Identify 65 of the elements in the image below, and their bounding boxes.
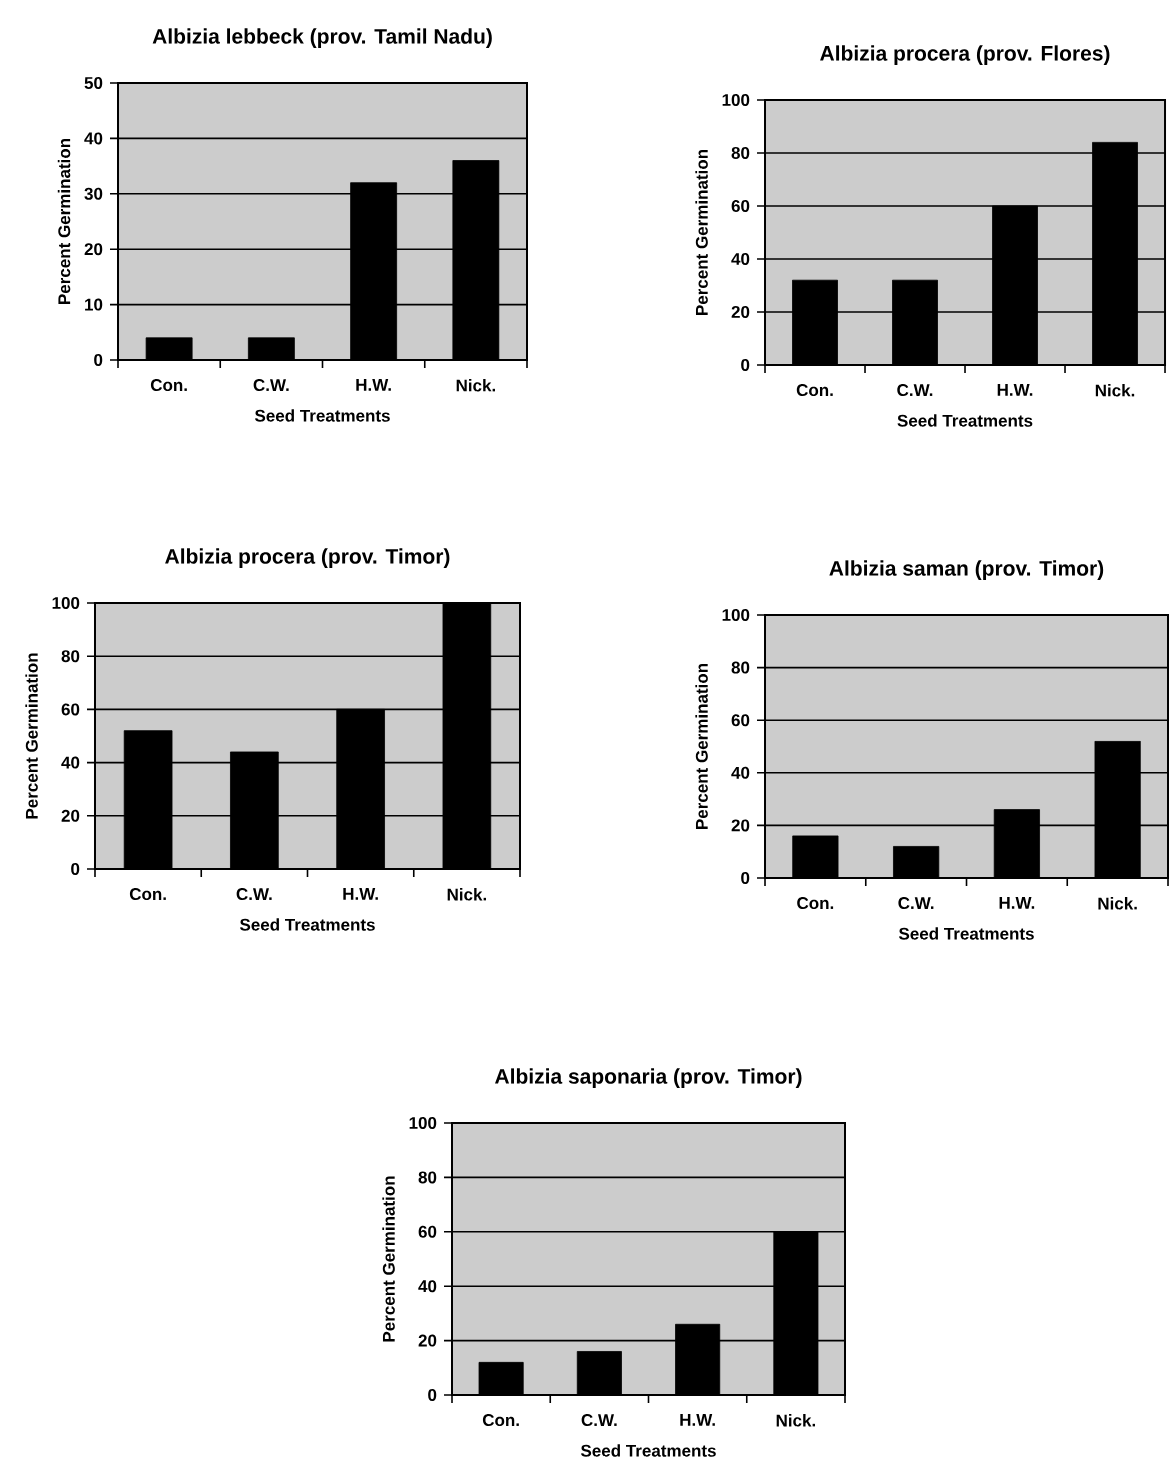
- x-axis-title: Seed Treatments: [254, 409, 390, 422]
- x-tick-label: Nick.: [456, 379, 496, 392]
- y-tick-label: 20: [731, 819, 750, 832]
- x-tick-label: Con.: [129, 888, 166, 901]
- x-axis-title: Seed Treatments: [897, 414, 1033, 427]
- y-tick-label: 10: [85, 298, 103, 311]
- x-tick-label: C.W.: [581, 1414, 617, 1427]
- x-tick-label: C.W.: [253, 379, 289, 392]
- y-axis-title: Percent Germination: [695, 663, 708, 829]
- y-tick-label: 100: [409, 1116, 437, 1129]
- y-tick-label: 20: [84, 243, 103, 256]
- x-axis-title: Seed Treatments: [239, 918, 375, 931]
- x-tick-label: C.W.: [898, 897, 934, 910]
- y-tick-label: 0: [428, 1389, 437, 1402]
- x-tick-label: Nick.: [776, 1414, 816, 1427]
- x-axis-title: Seed Treatments: [898, 927, 1034, 940]
- y-tick-label: 80: [61, 650, 80, 663]
- y-tick-label: 40: [61, 756, 80, 769]
- y-axis-title: Percent Germination: [695, 149, 708, 315]
- x-tick-label: H.W.: [356, 379, 391, 391]
- x-tick-label: Con.: [482, 1414, 519, 1427]
- y-tick-label: 0: [741, 358, 750, 371]
- y-tick-label: 40: [418, 1280, 437, 1293]
- x-tick-label: Nick.: [447, 888, 487, 901]
- y-tick-label: 50: [84, 76, 103, 89]
- y-tick-label: 20: [61, 809, 80, 822]
- y-tick-label: 30: [84, 187, 103, 200]
- y-tick-label: 40: [731, 252, 750, 265]
- y-tick-label: 60: [418, 1225, 437, 1238]
- y-axis-title: Percent Germination: [25, 653, 38, 819]
- y-tick-label: 100: [722, 608, 750, 621]
- x-tick-label: H.W.: [997, 384, 1033, 396]
- y-tick-label: 60: [731, 714, 750, 727]
- x-tick-label: Con.: [150, 379, 187, 392]
- chart-title: Albizia lebbeck (prov. Tamil Nadu): [152, 28, 492, 48]
- y-axis-title: Percent Germination: [57, 138, 71, 304]
- x-axis-title: Seed Treatments: [580, 1444, 716, 1457]
- chart-title: Albizia procera (prov. Flores): [820, 45, 1110, 65]
- y-tick-label: 0: [741, 871, 750, 884]
- x-tick-label: Nick.: [1098, 897, 1137, 910]
- y-tick-label: 60: [731, 199, 750, 212]
- x-tick-label: C.W.: [236, 888, 272, 901]
- chart-title: Albizia saponaria (prov. Timor): [495, 1068, 802, 1088]
- y-tick-label: 20: [731, 305, 750, 318]
- x-tick-label: C.W.: [897, 384, 933, 397]
- y-tick-label: 20: [418, 1334, 437, 1347]
- y-tick-label: 80: [731, 146, 750, 159]
- y-tick-label: 40: [84, 132, 103, 145]
- x-tick-label: Con.: [796, 384, 833, 397]
- y-tick-label: 100: [52, 596, 80, 609]
- y-tick-label: 80: [418, 1171, 437, 1184]
- x-tick-label: H.W.: [343, 888, 378, 900]
- y-tick-label: 100: [722, 93, 750, 106]
- chart-title: Albizia procera (prov. Timor): [165, 548, 450, 568]
- y-tick-label: 40: [731, 766, 750, 779]
- y-tick-label: 0: [94, 353, 103, 366]
- y-tick-label: 80: [731, 661, 750, 674]
- y-tick-label: 60: [61, 703, 80, 716]
- x-tick-label: Con.: [797, 897, 834, 910]
- x-tick-label: Nick.: [1095, 384, 1135, 397]
- x-tick-label: H.W.: [680, 1414, 715, 1426]
- x-tick-label: H.W.: [999, 897, 1035, 909]
- chart-title: Albizia saman (prov. Timor): [829, 560, 1104, 580]
- y-tick-label: 0: [71, 862, 80, 875]
- y-axis-title: Percent Germination: [382, 1176, 395, 1342]
